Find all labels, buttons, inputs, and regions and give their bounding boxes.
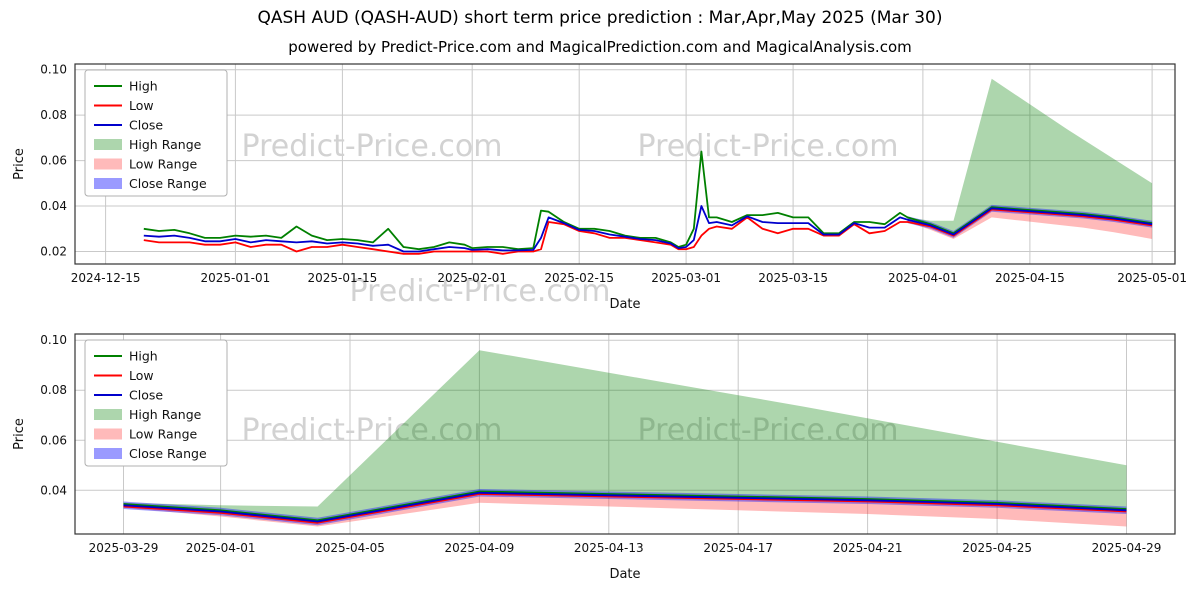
svg-text:High: High: [129, 79, 158, 94]
svg-text:0.04: 0.04: [40, 483, 67, 497]
svg-text:2025-04-17: 2025-04-17: [703, 541, 773, 555]
svg-text:Close Range: Close Range: [129, 446, 207, 461]
svg-text:2025-04-15: 2025-04-15: [995, 271, 1065, 285]
page-title: QASH AUD (QASH-AUD) short term price pre…: [257, 8, 943, 28]
svg-text:Predict-Price.com: Predict-Price.com: [242, 413, 503, 448]
svg-text:Predict-Price.com: Predict-Price.com: [638, 413, 899, 448]
svg-text:0.10: 0.10: [40, 333, 67, 347]
page-subtitle: powered by Predict-Price.com and Magical…: [288, 38, 912, 56]
svg-text:Price: Price: [12, 148, 27, 180]
legend: High Low Close High Range Low Range Close Ran…: [84, 69, 228, 197]
svg-text:0.06: 0.06: [40, 154, 67, 168]
grid: [75, 64, 1175, 264]
svg-text:High Range: High Range: [129, 407, 202, 422]
forecast-detail-chart: Predict-Price.comPredict-Price.com0.040.…: [12, 333, 1176, 582]
svg-text:2025-01-01: 2025-01-01: [201, 271, 271, 285]
svg-text:2025-04-21: 2025-04-21: [833, 541, 903, 555]
svg-text:Low Range: Low Range: [129, 427, 198, 442]
svg-text:Low: Low: [129, 368, 154, 383]
svg-text:2025-03-01: 2025-03-01: [651, 271, 721, 285]
svg-text:High Range: High Range: [129, 137, 202, 152]
legend: High Low Close High Range Low Range Close Ran…: [84, 339, 228, 467]
price-lines: [123, 490, 1127, 524]
svg-text:Close: Close: [129, 118, 163, 133]
svg-text:2025-04-29: 2025-04-29: [1092, 541, 1162, 555]
svg-text:0.08: 0.08: [40, 383, 67, 397]
svg-text:High: High: [129, 349, 158, 364]
svg-text:2025-02-01: 2025-02-01: [437, 271, 507, 285]
svg-text:2025-03-29: 2025-03-29: [89, 541, 159, 555]
price-lines: [143, 150, 1153, 255]
svg-text:2025-05-01: 2025-05-01: [1117, 271, 1187, 285]
svg-text:Date: Date: [609, 297, 640, 312]
svg-text:Low Range: Low Range: [129, 157, 198, 172]
svg-text:Date: Date: [609, 567, 640, 582]
svg-text:Price: Price: [12, 418, 27, 450]
axis-labels: 0.04 0.06 0.08 0.10 2025-03-29 2025-04-01 2025…: [12, 333, 1161, 582]
svg-text:Predict-Price.com: Predict-Price.com: [242, 129, 503, 164]
svg-text:2025-04-13: 2025-04-13: [574, 541, 644, 555]
svg-text:2025-03-15: 2025-03-15: [758, 271, 828, 285]
svg-text:2025-04-25: 2025-04-25: [962, 541, 1032, 555]
svg-text:0.02: 0.02: [40, 245, 67, 259]
svg-text:0.10: 0.10: [40, 63, 67, 77]
svg-text:Predict-Price.com: Predict-Price.com: [350, 274, 611, 309]
svg-text:Low: Low: [129, 98, 154, 113]
svg-text:0.08: 0.08: [40, 108, 67, 122]
plot-area: [75, 64, 1175, 264]
plot-border: [74, 333, 1176, 535]
svg-text:2025-01-15: 2025-01-15: [308, 271, 378, 285]
axis-labels: 0.02 0.04 0.06 0.08 0.10 2024-12-15 2025-01-01…: [12, 63, 1187, 312]
svg-text:0.06: 0.06: [40, 433, 67, 447]
watermarks: Predict-Price.com Predict-Price.com Predic…: [242, 129, 899, 309]
svg-text:2025-04-09: 2025-04-09: [445, 541, 515, 555]
plot-area: [75, 334, 1175, 534]
svg-text:2025-04-01: 2025-04-01: [888, 271, 958, 285]
svg-text:2025-04-01: 2025-04-01: [186, 541, 256, 555]
watermarks: Predict-Price.com Predict-Price.com: [242, 413, 899, 448]
svg-text:Predict-Price.com: Predict-Price.com: [638, 129, 899, 164]
svg-text:2024-12-15: 2024-12-15: [71, 271, 141, 285]
svg-text:2025-04-05: 2025-04-05: [315, 541, 385, 555]
svg-text:Close Range: Close Range: [129, 176, 207, 191]
price-history-forecast-chart: Predict-Price.com Predict-Price.com Predic…: [12, 63, 1187, 312]
svg-text:0.04: 0.04: [40, 199, 67, 213]
plot-border: [74, 63, 1176, 265]
svg-text:Close: Close: [129, 388, 163, 403]
svg-text:2025-02-15: 2025-02-15: [544, 271, 614, 285]
